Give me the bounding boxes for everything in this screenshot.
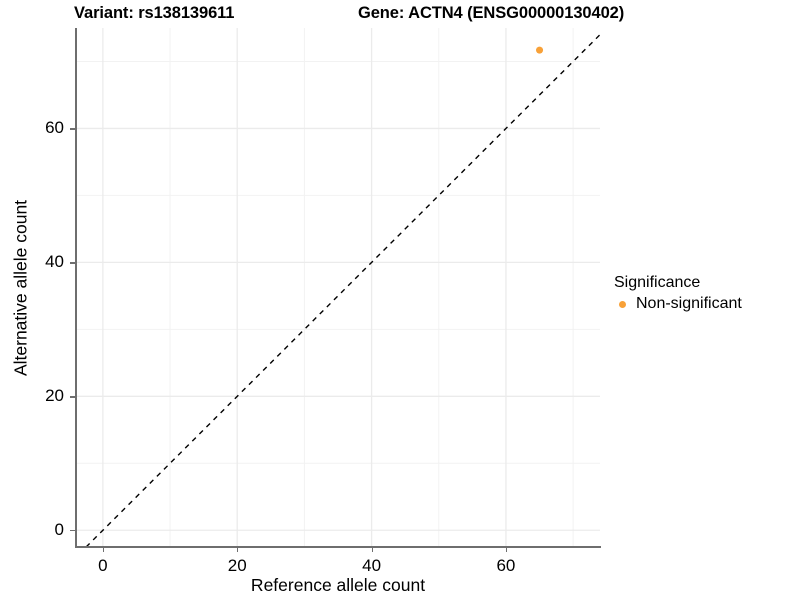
identity-reference-line	[85, 34, 600, 547]
x-tick-mark	[505, 547, 508, 552]
x-tick-label: 40	[362, 556, 382, 575]
legend: Significance Non-significant	[614, 274, 794, 313]
x-tick-label: 20	[227, 556, 247, 575]
major-gridlines	[76, 28, 600, 547]
x-tick-mark	[102, 547, 105, 552]
y-tick-mark	[70, 128, 75, 130]
y-tick-mark	[70, 262, 75, 264]
y-tick-mark	[70, 396, 75, 398]
y-tick-mark	[70, 530, 75, 532]
x-tick-mark	[237, 547, 239, 552]
minor-gridlines	[76, 28, 600, 547]
variant-title: Variant: rs138139611	[74, 4, 235, 22]
y-tick-label: 20	[45, 386, 64, 406]
x-tick-label: 60	[496, 556, 516, 575]
x-axis-line	[76, 546, 601, 548]
y-tick-label: 40	[45, 252, 64, 272]
y-axis-line	[75, 28, 77, 548]
x-axis-label: Reference allele count	[250, 575, 426, 595]
x-tick-label: 0	[98, 556, 108, 575]
legend-entries: Non-significant	[614, 295, 794, 313]
plot-canvas	[76, 28, 600, 547]
legend-entry[interactable]: Non-significant	[614, 295, 794, 313]
y-tick-label: 0	[54, 520, 64, 540]
plot-panel	[76, 28, 600, 547]
y-tick-label: 60	[45, 118, 64, 138]
legend-title: Significance	[614, 274, 701, 291]
legend-marker-circle-icon	[614, 296, 630, 312]
data-points	[536, 46, 544, 54]
gene-title: Gene: ACTN4 (ENSG00000130402)	[358, 4, 625, 22]
legend-entry-label: Non-significant	[636, 295, 742, 312]
y-axis-label: Alternative allele count	[10, 199, 31, 377]
x-tick-mark	[371, 547, 373, 552]
